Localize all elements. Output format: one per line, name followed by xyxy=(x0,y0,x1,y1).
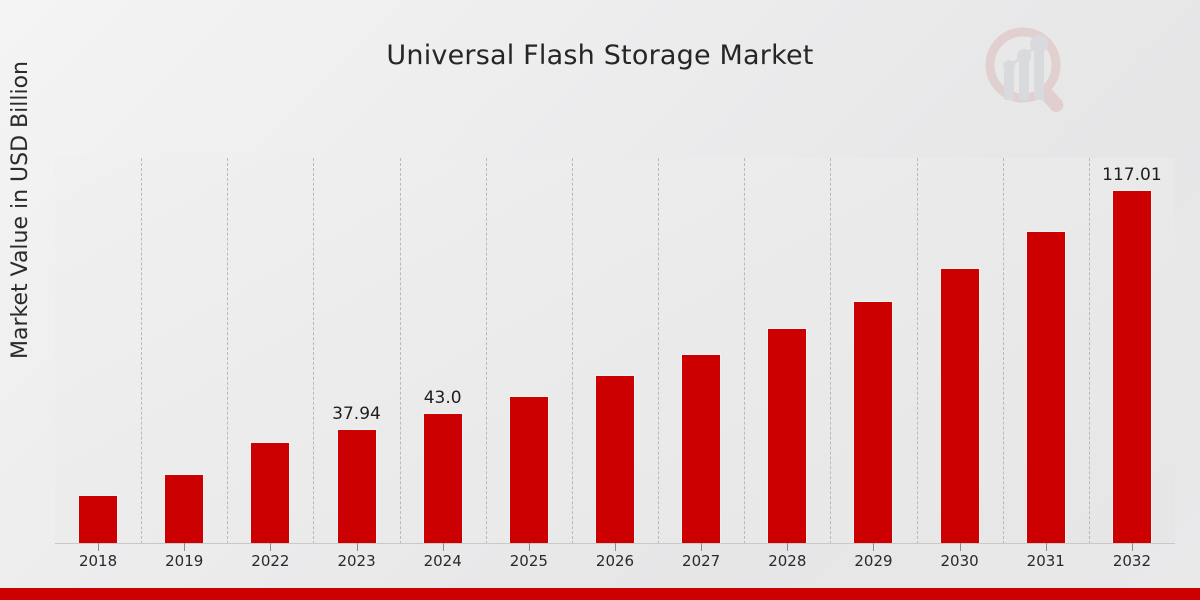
x-axis-tick-label: 2024 xyxy=(423,552,462,570)
bar[interactable] xyxy=(853,300,894,544)
gridline xyxy=(1088,158,1091,544)
gridline xyxy=(399,158,402,544)
bar-group[interactable] xyxy=(227,158,313,544)
gridline xyxy=(571,158,574,544)
x-axis-tick xyxy=(270,543,272,551)
bar[interactable] xyxy=(164,473,205,544)
x-axis-tick xyxy=(528,543,530,551)
bar-value-label: 37.94 xyxy=(332,403,381,424)
bar-group[interactable] xyxy=(486,158,572,544)
bar-group[interactable] xyxy=(141,158,227,544)
x-axis-tick-label: 2023 xyxy=(337,552,376,570)
x-axis-tick-label: 2030 xyxy=(940,552,979,570)
bar-group[interactable]: 117.01 xyxy=(1089,158,1175,544)
bar-group[interactable] xyxy=(55,158,141,544)
bar[interactable] xyxy=(78,494,119,544)
x-axis-tick-label: 2022 xyxy=(251,552,290,570)
gridline xyxy=(830,158,832,544)
gridline xyxy=(141,158,143,544)
bar[interactable] xyxy=(939,268,980,544)
gridline xyxy=(916,158,919,544)
bar-value-label: 117.01 xyxy=(1102,165,1162,186)
x-axis-tick-label: 2026 xyxy=(595,552,635,570)
bar-group[interactable] xyxy=(572,158,658,544)
bar-group[interactable] xyxy=(658,158,744,544)
bar[interactable] xyxy=(1025,230,1066,544)
x-axis-tick xyxy=(356,543,358,551)
bar[interactable] xyxy=(594,375,635,544)
x-axis-tick xyxy=(701,543,703,551)
gridline xyxy=(313,158,315,544)
y-axis-label: Market Value in USD Billion xyxy=(8,60,33,360)
x-axis-tick xyxy=(1131,543,1133,551)
gridline xyxy=(744,158,746,544)
x-axis-tick-label: 2027 xyxy=(682,552,721,570)
bar-group[interactable] xyxy=(917,158,1003,544)
page-title: Universal Flash Storage Market xyxy=(386,40,814,71)
bar[interactable] xyxy=(422,413,463,544)
x-axis-tick xyxy=(98,543,100,551)
x-axis-tick-label: 2028 xyxy=(768,552,807,570)
plot-area: 37.94 43.0 117.01 xyxy=(55,158,1175,544)
bar-group[interactable]: 37.94 xyxy=(313,158,399,544)
x-axis-tick-label: 2019 xyxy=(165,552,204,570)
x-axis-tick-label: 2029 xyxy=(854,552,893,570)
bar[interactable] xyxy=(336,428,377,544)
gridline xyxy=(227,158,229,544)
gridline xyxy=(658,158,660,544)
gridline xyxy=(1002,158,1005,544)
bar-group[interactable] xyxy=(830,158,916,544)
x-axis-tick xyxy=(873,543,875,551)
x-axis-tick xyxy=(615,543,616,551)
x-axis-tick xyxy=(184,543,186,551)
bar-group[interactable] xyxy=(744,158,830,544)
bar-group[interactable]: 43.0 xyxy=(400,158,486,544)
bar[interactable] xyxy=(1111,190,1152,544)
bar[interactable] xyxy=(681,353,722,544)
x-axis-tick-label: 2032 xyxy=(1112,552,1152,570)
x-axis-tick-label: 2025 xyxy=(509,552,548,570)
gridline xyxy=(485,158,488,544)
bar[interactable] xyxy=(250,441,291,544)
bar-value-label: 43.0 xyxy=(423,388,462,409)
x-axis-tick-label: 2031 xyxy=(1026,552,1065,570)
x-axis-tick xyxy=(1045,543,1047,551)
bar-group[interactable] xyxy=(1003,158,1089,544)
footer-accent-band xyxy=(0,588,1200,600)
bar[interactable] xyxy=(767,327,808,544)
x-axis-tick xyxy=(959,543,961,551)
x-axis-tick-label: 2018 xyxy=(78,552,118,570)
bar[interactable] xyxy=(508,395,549,544)
x-axis-tick xyxy=(787,543,789,551)
x-axis-tick xyxy=(442,543,444,551)
